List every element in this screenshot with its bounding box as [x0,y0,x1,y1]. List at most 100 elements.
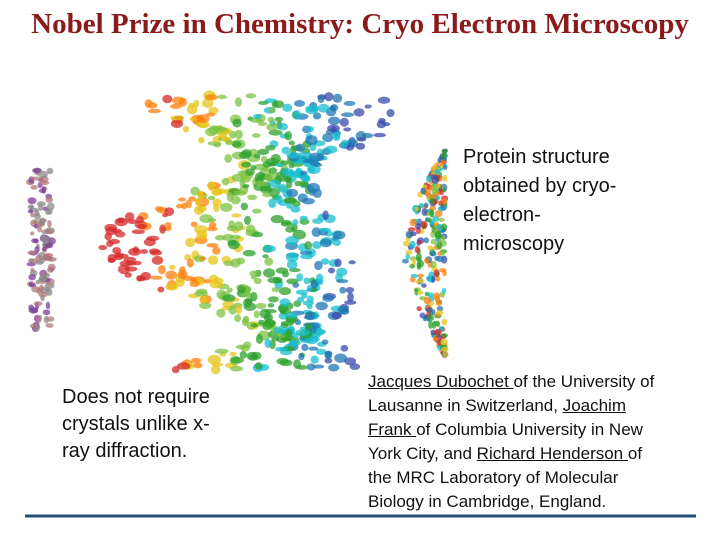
helix [237,285,246,294]
helix [149,275,163,280]
helix [292,110,302,120]
helix [301,343,309,352]
helix [253,113,262,120]
helix [262,254,269,259]
helix [434,295,441,303]
helix [324,350,333,360]
helix [334,353,348,363]
helix [198,137,205,144]
helix [263,268,276,278]
helix [42,206,49,211]
helix [334,258,342,268]
helix [414,245,420,254]
text-line: Frank of Columbia University in New [368,418,654,442]
helix [441,235,446,241]
helix [229,234,241,240]
helix [44,228,54,235]
helix [312,112,322,120]
helix [294,180,302,187]
helix [33,238,39,244]
helix [429,209,435,218]
helix [416,278,425,284]
helix [170,119,184,128]
helix [257,121,268,126]
helix [302,300,315,306]
helix [170,115,184,121]
helix [35,260,44,265]
helix [308,346,319,351]
helix [38,274,48,283]
helix [250,323,259,328]
helix [193,362,203,369]
text-line: Biology in Cambridge, England. [368,490,654,514]
helix [221,177,230,186]
helix [286,203,293,209]
helix [344,300,357,305]
text-line: Lausanne in Switzerland, Joachim [368,394,654,418]
helix [258,319,265,325]
helix [415,252,422,261]
helix [255,334,264,344]
helix [427,245,434,251]
helix [147,102,158,109]
helix [340,344,349,352]
helix [278,346,288,352]
helix [27,250,37,255]
helix [324,357,333,364]
helix [420,220,428,229]
helix [234,97,243,107]
helix [255,180,265,187]
helix [286,188,299,198]
helix [253,310,260,319]
helix [44,236,50,244]
helix [124,266,138,272]
helix [250,117,263,123]
helix [343,100,356,106]
helix [231,140,242,148]
helix [252,208,262,214]
helix [348,136,356,147]
helix [222,294,236,302]
helix [401,258,409,264]
helix [46,256,57,262]
helix [165,283,179,291]
helix [349,363,361,371]
helix [151,255,164,265]
helix [245,224,256,235]
helix [242,249,256,257]
helix [189,117,198,122]
helix [436,310,444,316]
text-run: the MRC Laboratory of Molecular [368,468,619,487]
helix [286,252,299,263]
helix [169,103,182,109]
helix [38,188,46,193]
helix [436,305,444,312]
helix [278,329,286,335]
helix [409,276,416,283]
helix [441,318,448,326]
helix [409,240,416,249]
helix [273,100,285,109]
helix [36,201,46,207]
helix [29,231,35,236]
helix [274,116,284,122]
helix [441,287,447,294]
helix [37,314,42,321]
helix [275,194,283,204]
text-line: York City, and Richard Henderson of [368,442,654,466]
helix [432,336,440,342]
helix [215,188,227,194]
helix [442,270,447,277]
helix [281,146,291,155]
helix [431,176,440,184]
helix [424,257,430,264]
helix [275,267,289,274]
helix [441,346,449,352]
helix [421,283,427,288]
helix [414,206,420,212]
helix [373,132,386,138]
helix [409,263,415,269]
helix [422,315,428,322]
helix [186,104,198,115]
helix [47,266,54,273]
